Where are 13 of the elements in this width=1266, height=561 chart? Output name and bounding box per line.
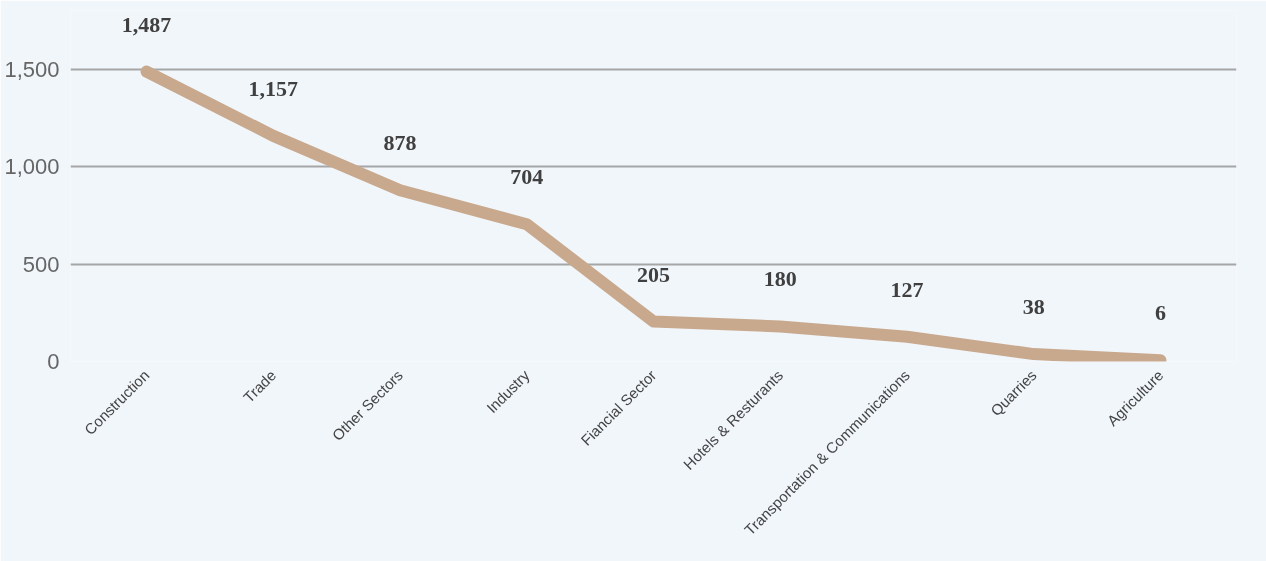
data-label: 205 [637, 261, 670, 287]
y-tick-label: 1,500 [4, 56, 60, 82]
data-label: 6 [1154, 300, 1166, 326]
y-tick-label: 500 [22, 251, 60, 277]
data-label: 878 [383, 130, 417, 156]
data-label: 1,487 [121, 11, 172, 37]
data-label: 1,157 [248, 75, 299, 101]
y-tick-label: 0 [47, 349, 60, 374]
y-tick-label: 1,000 [4, 154, 60, 179]
data-label: 38 [1022, 294, 1045, 320]
data-label: 180 [763, 266, 797, 292]
data-label: 127 [890, 276, 924, 302]
data-label: 704 [510, 164, 544, 190]
